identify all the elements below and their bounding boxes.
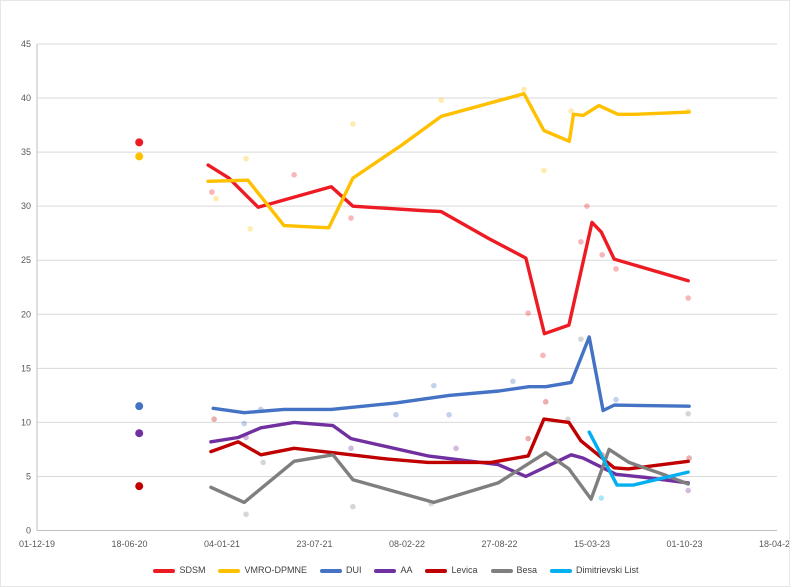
poll-dot-sdsm [209,189,215,195]
poll-dot-dimitrievski-list [598,495,605,501]
poll-dot-vmro-dpmne [247,226,254,232]
poll-dot-besa [350,503,356,510]
poll-dot-dui [241,420,247,427]
election-marker-dui [135,402,144,411]
poll-dot-aa [348,445,354,452]
trend-line-vmro-dpmne [206,91,691,230]
trend-line-dui [211,335,691,415]
trend-line-dimitrievski-list [587,430,690,487]
legend-item-dui: DUI [319,565,362,575]
legend-swatch-dui [319,568,342,573]
poll-dot-vmro-dpmne [350,121,356,127]
poll-dot-vmro-dpmne [521,86,527,93]
legend-label-besa: Besa [516,565,538,575]
poll-dot-sdsm [613,266,619,272]
legend-item-levica: Levica [425,565,478,575]
trend-line-levica [209,417,690,471]
y-tick-label-30: 30 [21,201,31,211]
poll-dot-dui [446,412,452,418]
legend-label-dimitrievski-list: Dimitrievski List [576,565,639,575]
poll-dot-levica [211,416,217,422]
x-tick-label-27-08-22: 27-08-22 [481,539,517,549]
poll-dot-levica [525,435,531,442]
poll-dot-dui [431,382,437,389]
election-marker-sdsm [135,138,144,147]
trend-line-sdsm [206,163,690,336]
poll-dot-besa [578,336,584,342]
y-tick-label-0: 0 [26,526,31,536]
legend-item-aa: AA [374,566,412,575]
x-tick-label-04-01-21: 04-01-21 [204,539,240,549]
y-tick-label-25: 25 [21,255,31,265]
legend-label-aa: AA [400,565,413,575]
x-tick-label-01-10-23: 01-10-23 [666,539,702,549]
poll-dot-besa [260,459,266,466]
poll-dot-dui [393,412,399,418]
poll-dot-besa [243,511,249,518]
y-tick-label-15: 15 [21,363,31,373]
x-tick-label-15-03-23: 15-03-23 [574,539,610,549]
election-marker-levica [135,482,144,491]
poll-dot-vmro-dpmne [568,108,574,114]
legend-item-dimitrievski-list: Dimitrievski List [550,566,639,575]
legend-label-dui: DUI [345,565,362,575]
y-tick-label-45: 45 [21,39,31,49]
poll-dot-sdsm [578,239,584,245]
poll-dot-sdsm [584,203,590,209]
poll-dot-sdsm [348,215,354,221]
x-tick-label-18-04-24: 18-04-24 [759,539,790,549]
x-tick-label-08-02-22: 08-02-22 [389,539,425,549]
x-tick-label-23-07-21: 23-07-21 [296,539,332,549]
poll-dot-sdsm [599,252,605,258]
legend-swatch-dimitrievski-list [550,568,573,573]
poll-dot-vmro-dpmne [541,167,547,174]
legend-label-vmro-dpmne: VMRO-DPMNE [244,565,307,575]
poll-dot-dui [510,378,516,385]
poll-dot-sdsm [291,172,297,178]
poll-dot-vmro-dpmne [438,97,445,104]
y-tick-label-5: 5 [26,471,31,481]
poll-dot-vmro-dpmne [243,155,249,162]
y-tick-label-40: 40 [21,93,31,103]
poll-dot-dui [613,396,619,403]
poll-dot-sdsm [525,310,531,316]
y-tick-label-10: 10 [21,417,31,427]
poll-dot-vmro-dpmne [213,195,219,202]
poll-dot-aa [685,487,691,494]
legend-swatch-aa [374,568,397,573]
legend-swatch-besa [490,568,513,573]
legend-swatch-levica [425,568,448,573]
election-marker-vmro-dpmne [135,152,144,161]
x-tick-label-18-06-20: 18-06-20 [111,539,147,549]
y-tick-label-20: 20 [21,309,31,319]
legend-label-sdsm: SDSM [179,565,206,575]
legend-label-levica: Levica [451,565,478,575]
legend-item-besa: Besa [490,565,538,575]
poll-dot-levica [686,455,692,461]
poll-dot-besa [685,410,691,417]
trend-line-besa [209,447,690,505]
legend-item-sdsm: SDSM [153,566,205,575]
poll-dot-sdsm [540,352,546,359]
poll-dot-sdsm [685,295,691,301]
legend-swatch-vmro-dpmne [218,568,241,573]
x-tick-label-01-12-19: 01-12-19 [19,539,55,549]
poll-dot-aa [453,445,459,452]
y-tick-label-35: 35 [21,147,31,157]
poll-dot-levica [542,399,549,405]
legend-item-vmro-dpmne: VMRO-DPMNE [218,566,307,575]
chart-legend: SDSM VMRO-DPMNE DUI AA Levica Besa Dimitrievsk… [1,565,789,575]
election-marker-aa [135,429,144,438]
legend-swatch-sdsm [153,568,176,573]
